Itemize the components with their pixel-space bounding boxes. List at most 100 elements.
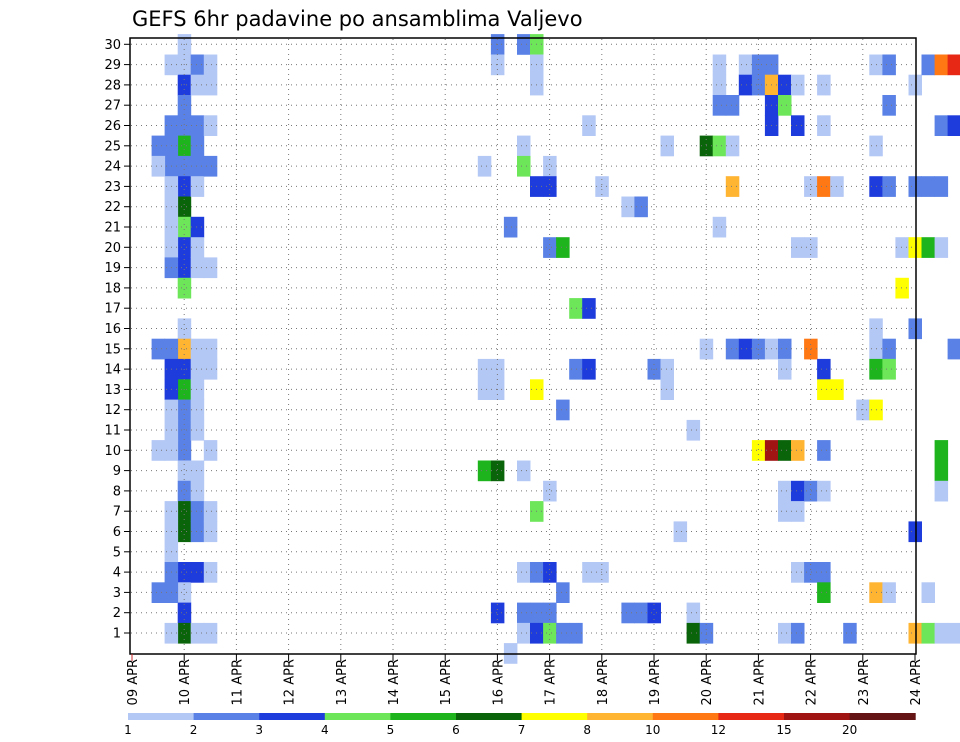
precip-cell: [712, 74, 727, 96]
precip-cell: [934, 54, 949, 76]
precip-cell: [686, 419, 701, 441]
precip-cell: [686, 622, 701, 644]
precip-cell: [203, 74, 218, 96]
precip-cell: [503, 216, 518, 238]
precip-cell: [660, 135, 674, 157]
colorbar-swatch: [259, 713, 326, 720]
precip-cell: [177, 74, 192, 96]
precip-cell: [778, 480, 792, 502]
precip-cell: [177, 501, 192, 522]
precip-cell: [725, 95, 740, 116]
colorbar-swatch: [390, 713, 457, 720]
y-tick-label: 14: [104, 363, 121, 378]
precip-cell: [934, 440, 949, 461]
x-tick-label: 16 APR: [491, 659, 506, 705]
precip-cell: [543, 562, 557, 583]
precip-cell: [817, 176, 831, 197]
colorbar-label: 15: [776, 723, 791, 737]
precip-cell: [203, 155, 218, 177]
x-tick-label: 15 APR: [439, 659, 454, 705]
y-tick-label: 6: [113, 525, 121, 540]
x-tick-label: 14 APR: [387, 659, 402, 705]
precip-cell: [177, 460, 192, 482]
precip-cell: [804, 176, 818, 197]
x-tick-label: 20 APR: [700, 659, 715, 705]
x-tick-label: 22 APR: [805, 659, 820, 705]
precip-cell: [190, 176, 205, 197]
precip-cell: [947, 622, 960, 644]
colorbar-swatch: [652, 713, 719, 720]
precip-cell: [778, 95, 792, 116]
precip-cell: [921, 54, 935, 76]
precip-cell: [517, 602, 531, 624]
chart-title: GEFS 6hr padavine po ansamblima Valjevo: [132, 7, 583, 31]
precip-cell: [804, 562, 818, 583]
precip-cell: [190, 54, 205, 76]
precip-cell: [177, 277, 192, 299]
precip-cell: [177, 582, 192, 603]
precip-cell: [804, 480, 818, 502]
x-tick-label: 21 APR: [752, 659, 767, 705]
precip-cell: [177, 562, 192, 583]
precip-cell: [203, 562, 218, 583]
x-tick-label: 12 APR: [283, 659, 298, 705]
precip-cell: [490, 460, 505, 482]
precip-cell: [947, 338, 960, 360]
precip-cell: [190, 399, 205, 421]
y-tick-label: 27: [104, 99, 121, 114]
precip-cell: [673, 521, 688, 543]
precip-cell: [517, 135, 531, 157]
precip-cell: [190, 379, 205, 400]
colorbar-label: 3: [255, 723, 263, 737]
precip-cell: [543, 176, 557, 197]
precip-cell: [477, 460, 492, 482]
precip-cell: [190, 480, 205, 502]
precip-cell: [791, 440, 805, 461]
precip-cell: [177, 176, 192, 197]
precip-cell: [151, 440, 166, 461]
precip-cell: [882, 582, 896, 603]
precip-cell: [490, 602, 505, 624]
precip-cell: [190, 135, 205, 157]
precip-cell: [177, 318, 192, 340]
precip-cell: [817, 74, 831, 96]
precip-cell: [778, 338, 792, 360]
precip-cell: [738, 74, 753, 96]
precip-cell: [778, 501, 792, 522]
y-tick-label: 19: [104, 261, 121, 276]
colorbar-swatch: [718, 713, 785, 720]
precip-cell: [751, 74, 766, 96]
x-tick-label: 24 APR: [909, 659, 924, 705]
precip-cell: [543, 155, 557, 177]
x-tick-label: 09 APR: [126, 659, 141, 705]
y-tick-label: 23: [104, 180, 121, 195]
precip-cell: [791, 562, 805, 583]
colorbar-label: 20: [842, 723, 857, 737]
precip-cell: [712, 135, 727, 157]
grid-lines: [131, 39, 915, 653]
precip-cell: [817, 379, 831, 400]
precip-cell: [190, 622, 205, 644]
precip-cell: [203, 440, 218, 461]
precip-cell: [582, 115, 596, 136]
y-tick-label: 3: [113, 586, 121, 601]
precip-cell: [151, 135, 166, 157]
heatmap-cells: [151, 34, 960, 664]
y-tick-label: 11: [104, 424, 121, 439]
precip-cell: [882, 95, 896, 116]
precip-cell: [556, 399, 570, 421]
y-tick-label: 15: [104, 342, 121, 357]
y-tick-label: 9: [113, 464, 121, 479]
precip-cell: [151, 582, 166, 603]
x-tick-label: 11 APR: [230, 659, 245, 705]
precip-cell: [778, 622, 792, 644]
precip-cell: [817, 562, 831, 583]
colorbar-label: 1: [124, 723, 132, 737]
precip-cell: [177, 602, 192, 624]
y-tick-label: 10: [104, 444, 121, 459]
precip-cell: [778, 74, 792, 96]
precip-cell: [882, 338, 896, 360]
precip-cell: [569, 298, 583, 319]
precip-cell: [882, 176, 896, 197]
colorbar-swatch: [521, 713, 588, 720]
